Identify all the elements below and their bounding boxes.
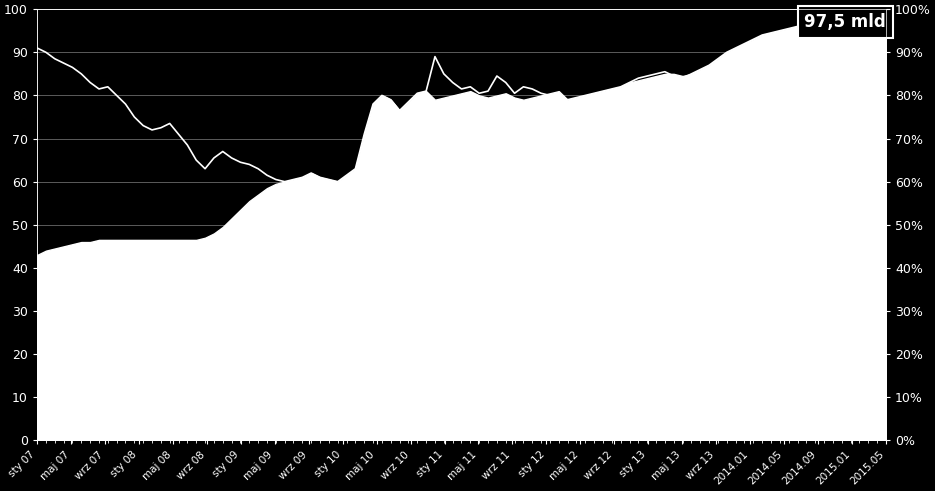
Text: 97,5 mld: 97,5 mld	[804, 13, 886, 31]
